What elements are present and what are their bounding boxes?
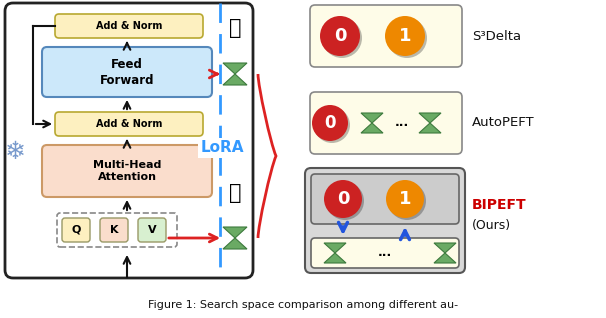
Text: Add & Norm: Add & Norm <box>96 21 162 31</box>
Text: 0: 0 <box>324 114 336 132</box>
FancyBboxPatch shape <box>62 218 90 242</box>
Text: 🔥: 🔥 <box>228 183 241 203</box>
Polygon shape <box>223 227 247 238</box>
Polygon shape <box>324 253 346 263</box>
FancyBboxPatch shape <box>138 218 166 242</box>
Circle shape <box>388 182 426 220</box>
Text: Figure 1: Search space comparison among different au-: Figure 1: Search space comparison among … <box>148 300 458 310</box>
Text: ❄: ❄ <box>4 140 25 164</box>
Text: 1: 1 <box>399 27 411 45</box>
Text: Add & Norm: Add & Norm <box>96 119 162 129</box>
Circle shape <box>312 105 348 141</box>
FancyBboxPatch shape <box>42 47 212 97</box>
Circle shape <box>386 180 424 218</box>
Text: (Ours): (Ours) <box>472 218 511 232</box>
Text: LoRA: LoRA <box>200 141 244 156</box>
Text: ...: ... <box>378 246 392 259</box>
Polygon shape <box>361 123 383 133</box>
Polygon shape <box>434 243 456 253</box>
Circle shape <box>385 16 425 56</box>
Text: 0: 0 <box>334 27 346 45</box>
Text: BIPEFT: BIPEFT <box>472 198 527 212</box>
FancyBboxPatch shape <box>5 3 253 278</box>
Text: K: K <box>110 225 118 235</box>
Polygon shape <box>419 123 441 133</box>
Circle shape <box>324 180 362 218</box>
Text: 0: 0 <box>337 190 349 208</box>
Polygon shape <box>419 113 441 123</box>
FancyBboxPatch shape <box>42 145 212 197</box>
Text: AutoPEFT: AutoPEFT <box>472 116 534 129</box>
Polygon shape <box>434 253 456 263</box>
Text: 🔥: 🔥 <box>228 18 241 38</box>
Text: 1: 1 <box>399 190 411 208</box>
Polygon shape <box>223 63 247 74</box>
FancyBboxPatch shape <box>310 92 462 154</box>
Polygon shape <box>361 113 383 123</box>
Text: Feed
Forward: Feed Forward <box>100 58 155 86</box>
FancyBboxPatch shape <box>310 5 462 67</box>
Text: V: V <box>148 225 156 235</box>
FancyBboxPatch shape <box>100 218 128 242</box>
FancyBboxPatch shape <box>305 168 465 273</box>
Text: S³Delta: S³Delta <box>472 30 521 43</box>
Polygon shape <box>223 238 247 249</box>
Circle shape <box>326 182 364 220</box>
Polygon shape <box>223 74 247 85</box>
FancyBboxPatch shape <box>55 14 203 38</box>
FancyBboxPatch shape <box>311 174 459 224</box>
Circle shape <box>314 107 350 143</box>
Text: ...: ... <box>395 116 409 129</box>
FancyBboxPatch shape <box>55 112 203 136</box>
Polygon shape <box>324 243 346 253</box>
Circle shape <box>320 16 360 56</box>
FancyBboxPatch shape <box>311 238 459 268</box>
Text: Q: Q <box>72 225 81 235</box>
Text: Multi-Head
Attention: Multi-Head Attention <box>93 160 161 182</box>
Circle shape <box>387 18 427 58</box>
Circle shape <box>322 18 362 58</box>
